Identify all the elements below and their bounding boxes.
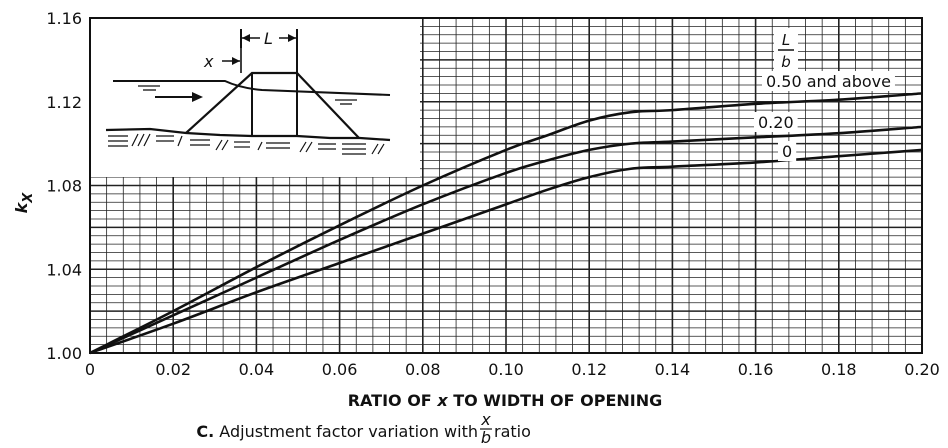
dim-x-arrow <box>232 57 240 65</box>
caption-letter: C. <box>196 422 214 441</box>
x-tick-label: 0.20 <box>904 360 940 379</box>
series-line-2 <box>89 148 923 355</box>
legend-title-denominator: b <box>781 53 791 71</box>
series-labels: 0.50 and above 0.20 0 <box>754 28 895 161</box>
plot-frame <box>89 17 923 354</box>
inset-ground-hatching <box>108 133 385 155</box>
series-line-1 <box>89 125 923 355</box>
x-tick-label: 0.18 <box>821 360 857 379</box>
inset-diagram: L x <box>91 19 420 177</box>
legend-title: L b <box>778 31 794 71</box>
y-tick-label: 1.00 <box>46 344 82 363</box>
series-label-1: 0.20 <box>758 113 794 132</box>
y-axis-title-sub: X <box>21 192 36 204</box>
tick-labels: 0 0.02 0.04 0.06 0.08 0.10 0.12 0.14 0.16 0.18 0.2… <box>46 9 939 379</box>
x-tick-label: 0.12 <box>571 360 607 379</box>
x-tick-label: 0.10 <box>488 360 524 379</box>
dim-l-arrow-right <box>288 34 296 42</box>
y-axis-title-main: k <box>12 201 31 213</box>
series-label-background <box>754 112 798 132</box>
caption-fraction-denominator: b <box>481 428 491 447</box>
inset-embankment <box>185 71 360 139</box>
flow-arrow-head <box>192 92 203 102</box>
series-label-0: 0.50 and above <box>766 72 891 91</box>
x-tick-label: 0.14 <box>655 360 691 379</box>
x-tick-label: 0.16 <box>738 360 774 379</box>
x-tick-label: 0.08 <box>405 360 441 379</box>
x-axis-title-suffix: TO WIDTH OF OPENING <box>448 391 663 410</box>
inset-water-surface <box>113 80 391 96</box>
x-axis-title-prefix: RATIO OF <box>348 391 438 410</box>
y-tick-label: 1.12 <box>46 93 82 112</box>
dim-l-arrow-left <box>242 34 250 42</box>
caption-fraction-numerator: x <box>480 410 491 429</box>
caption-end: ratio <box>494 422 531 441</box>
caption-text: Adjustment factor variation with <box>214 422 478 441</box>
caption: C. Adjustment factor variation with x b … <box>196 410 531 447</box>
y-tick-label: 1.08 <box>46 177 82 196</box>
series <box>89 92 923 355</box>
x-tick-label: 0.02 <box>155 360 191 379</box>
series-label-2: 0 <box>782 142 792 161</box>
series-label-background <box>778 141 797 161</box>
legend-title-numerator: L <box>782 31 790 49</box>
svg-text:kX: kX <box>12 192 36 214</box>
inset-background <box>91 19 420 177</box>
y-tick-label: 1.16 <box>46 9 82 28</box>
x-tick-label: 0 <box>85 360 95 379</box>
x-axis-title: RATIO OF x TO WIDTH OF OPENING <box>348 391 663 410</box>
inset-ground <box>105 127 391 142</box>
x-axis-title-var: x <box>436 391 448 410</box>
y-axis-title: kX <box>12 192 36 214</box>
x-tick-label: 0.04 <box>239 360 275 379</box>
y-tick-label: 1.04 <box>46 260 82 279</box>
x-tick-label: 0.06 <box>322 360 358 379</box>
series-label-background <box>762 71 895 91</box>
caption-start: C. Adjustment factor variation with <box>196 422 478 441</box>
dim-x-label: x <box>203 52 214 71</box>
series-line-0 <box>89 92 923 355</box>
dim-l-label: L <box>264 29 273 48</box>
